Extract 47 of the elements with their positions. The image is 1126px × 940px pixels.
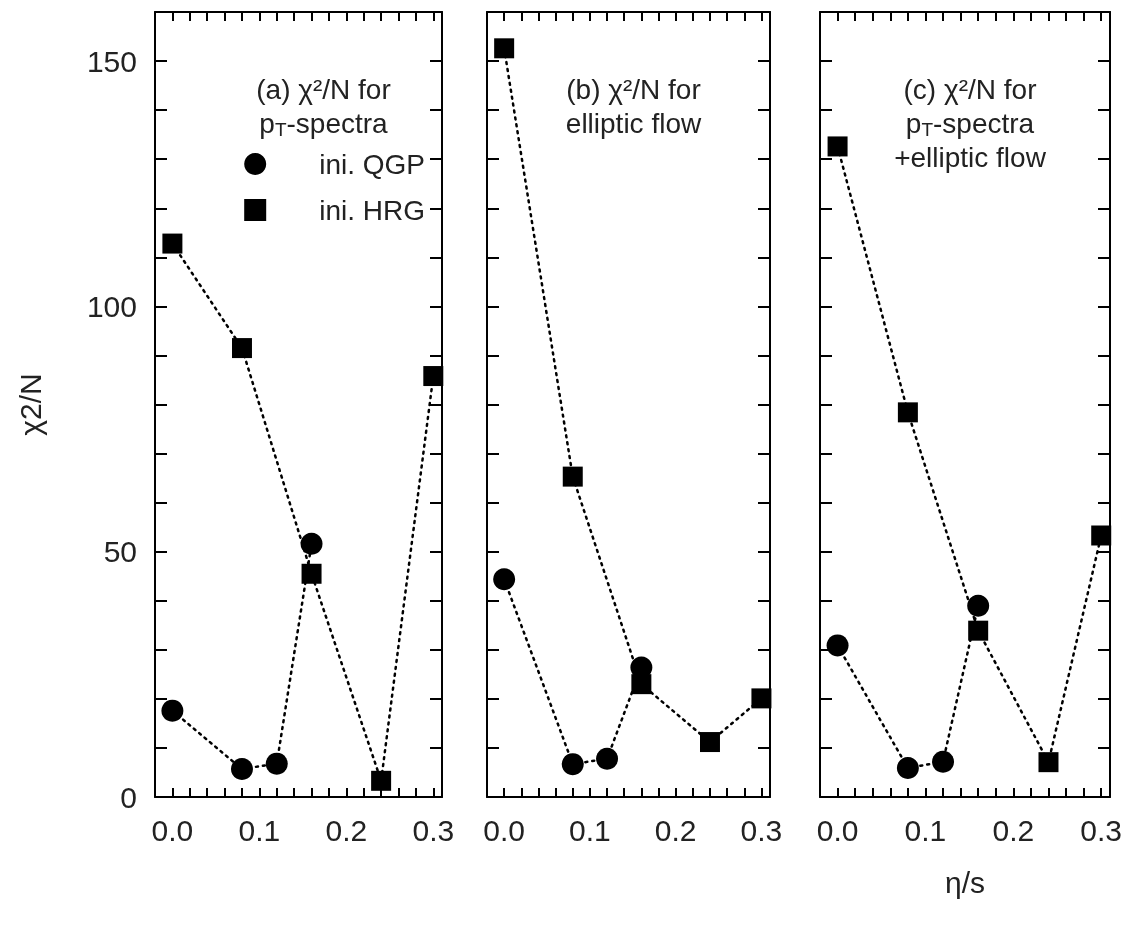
point [932, 750, 955, 773]
point [699, 732, 720, 753]
x-tick-label: 0.3 [412, 813, 455, 847]
point [423, 366, 444, 387]
x-axis-title: η/s [944, 865, 986, 899]
point [230, 758, 253, 781]
x-tick-label: 0.2 [654, 813, 697, 847]
x-tick-label: 0.0 [151, 813, 194, 847]
point [968, 620, 989, 641]
x-tick-label: 0.2 [325, 813, 368, 847]
text: (b) χ²/N for elliptic flow [565, 73, 702, 139]
y-tick-label: 100 [86, 289, 137, 323]
point [301, 563, 322, 584]
x-tick-label: 0.0 [483, 813, 526, 847]
y-tick-label: 150 [86, 44, 137, 78]
legend-label: ini. HRG [319, 194, 425, 226]
point [897, 402, 918, 423]
point [562, 466, 583, 487]
point [631, 674, 652, 695]
point [826, 634, 849, 657]
legend-label: ini. QGP [319, 148, 426, 180]
point [1091, 525, 1112, 546]
point [493, 568, 516, 591]
x-tick-label: 0.0 [816, 813, 859, 847]
x-tick-label: 0.3 [740, 813, 783, 847]
y-tick-label: 0 [120, 780, 137, 814]
point [896, 757, 919, 780]
point [967, 594, 990, 617]
point [161, 699, 184, 722]
x-tick-label: 0.1 [238, 813, 281, 847]
y-axis-title: χ2/N [13, 373, 47, 436]
point [231, 338, 252, 359]
point [162, 233, 183, 254]
point [751, 688, 772, 709]
x-tick-label: 0.2 [992, 813, 1035, 847]
x-tick-label: 0.1 [569, 813, 611, 847]
point [827, 136, 848, 157]
point [371, 770, 392, 791]
point [561, 753, 584, 776]
point [1038, 752, 1059, 773]
x-tick-label: 0.1 [904, 813, 947, 847]
point [494, 38, 515, 59]
point [265, 752, 288, 775]
point [300, 532, 323, 555]
y-tick-label: 50 [103, 535, 137, 569]
x-tick-label: 0.3 [1080, 813, 1123, 847]
point [596, 747, 619, 770]
